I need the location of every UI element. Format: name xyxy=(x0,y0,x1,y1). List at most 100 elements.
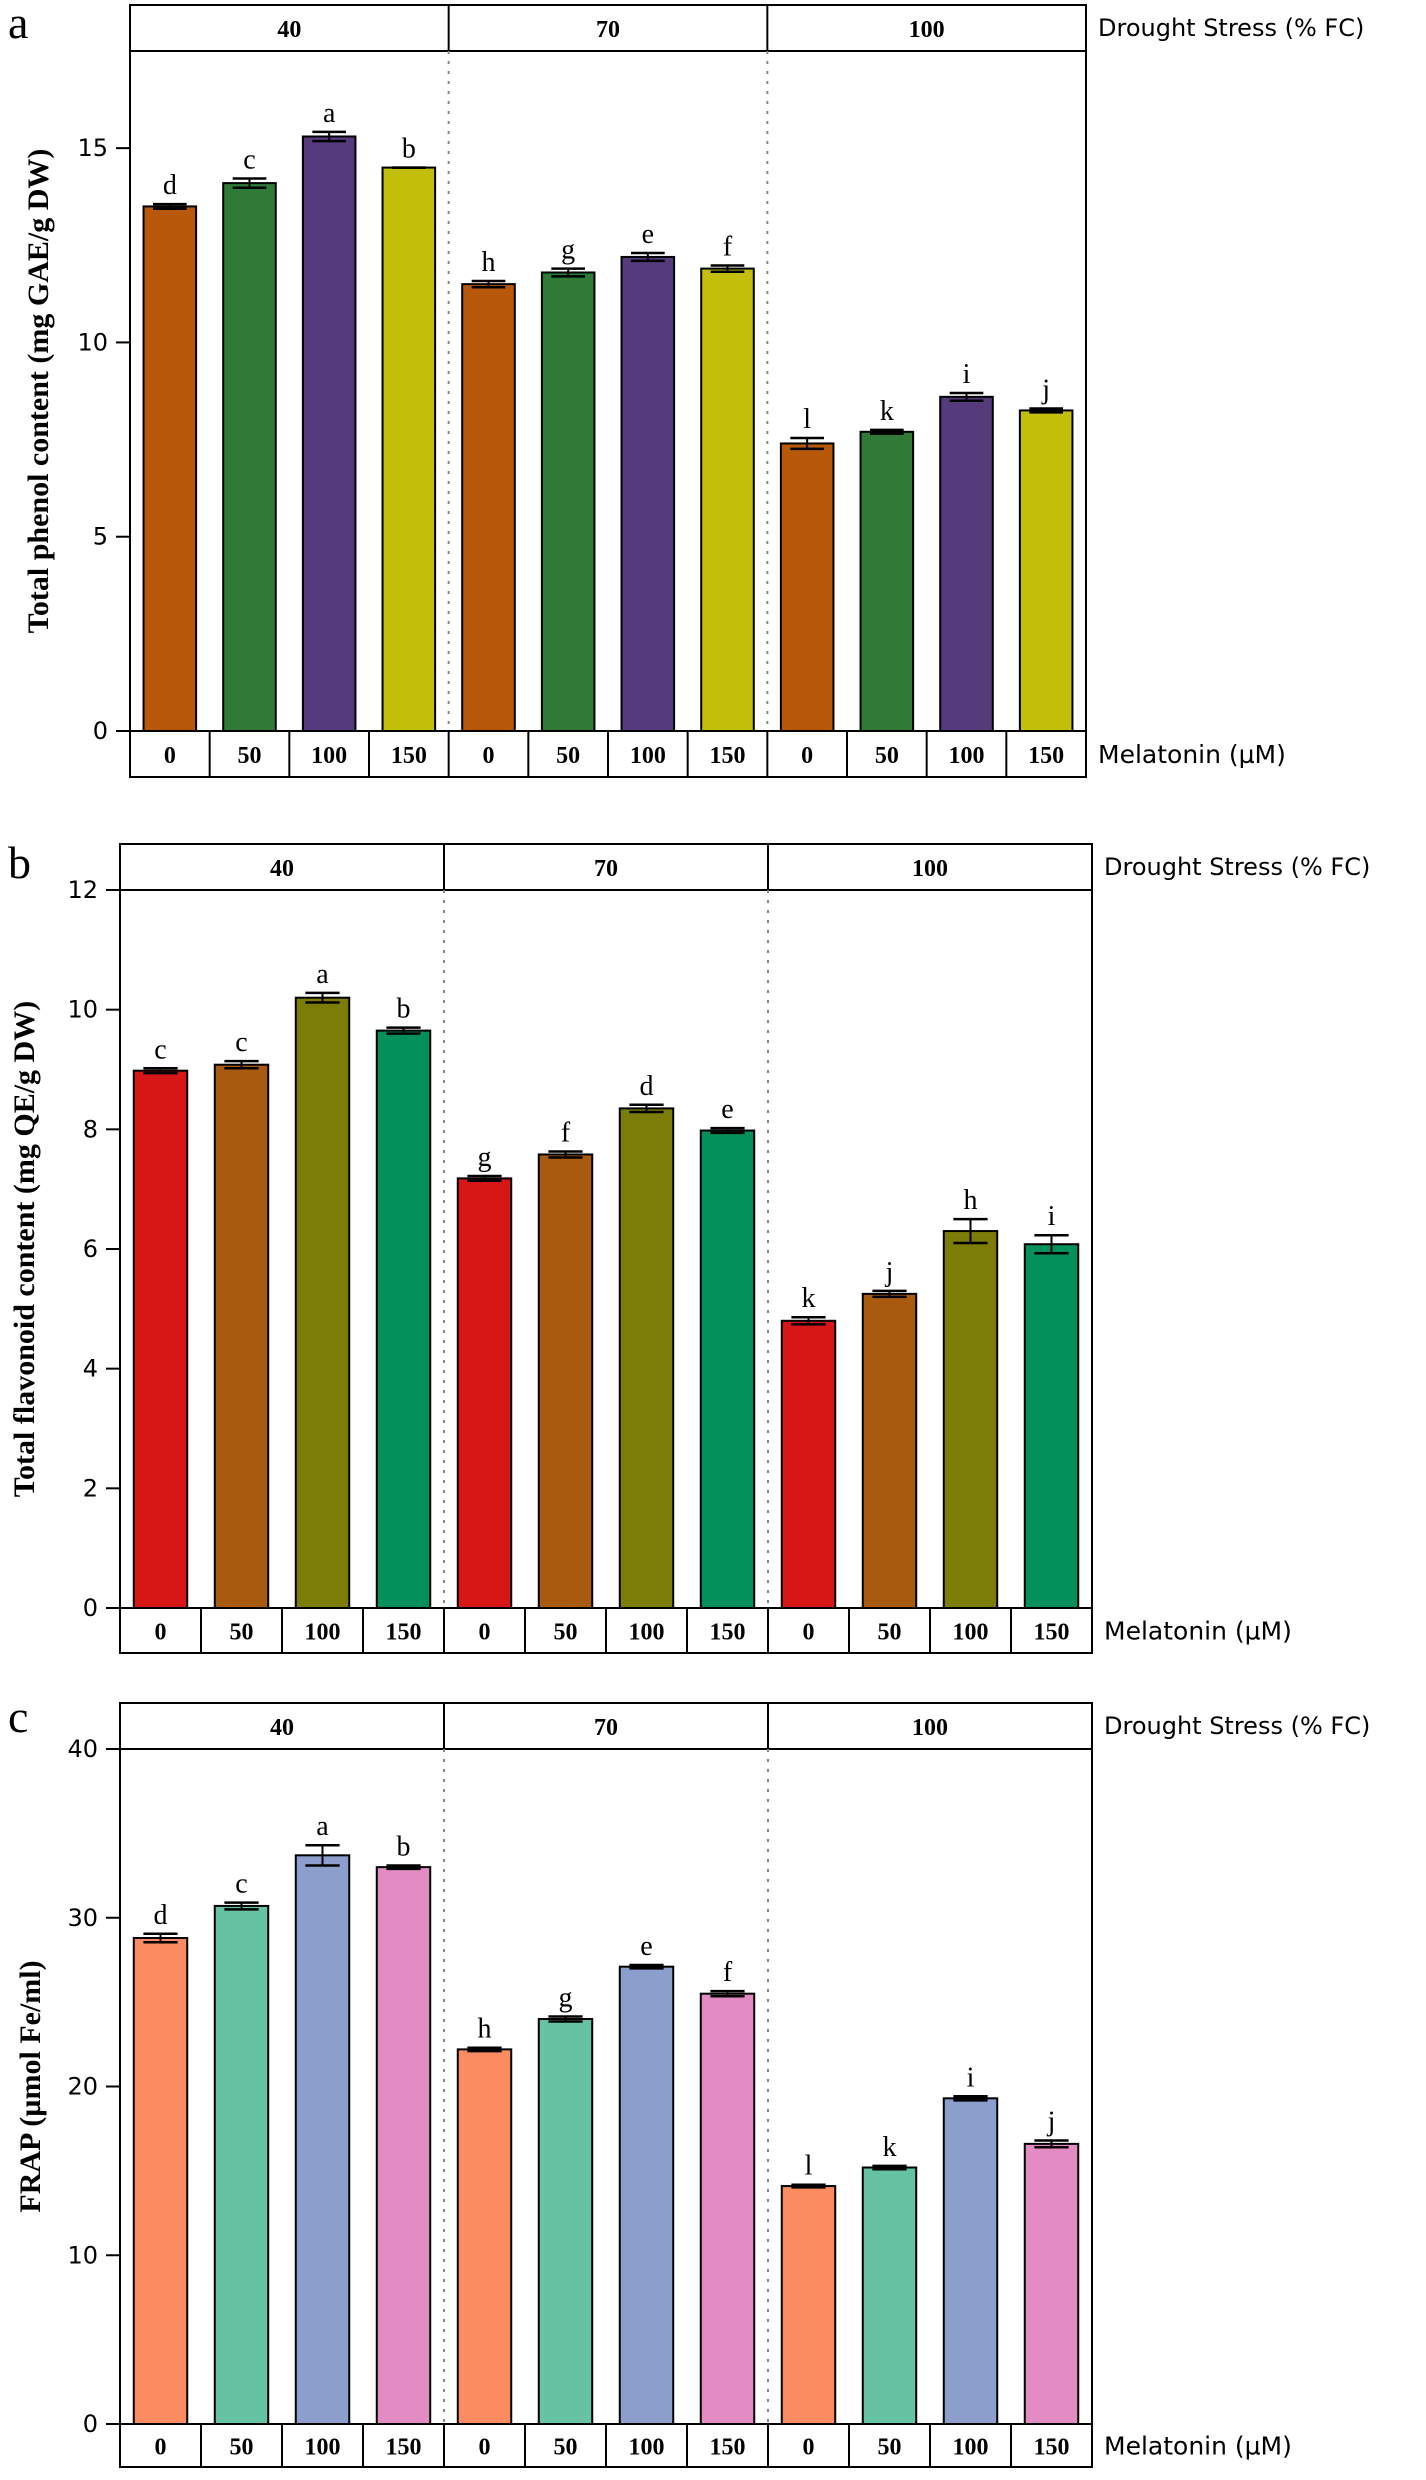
category-label: 150 xyxy=(1034,1620,1070,1646)
category-label: 150 xyxy=(1034,2435,1070,2461)
y-tick-label: 2 xyxy=(83,1474,98,1502)
category-label: 50 xyxy=(554,1620,578,1646)
bar xyxy=(537,2018,594,2425)
bar xyxy=(861,1292,918,1609)
y-axis-label: FRAP (µmol Fe/ml) xyxy=(14,1960,47,2212)
group-label: 100 xyxy=(912,856,948,882)
significance-letter: g xyxy=(478,1142,492,1173)
category-label: 100 xyxy=(305,2435,341,2461)
significance-letter: i xyxy=(1048,1201,1056,1232)
bar xyxy=(294,1854,351,2425)
y-tick-label: 12 xyxy=(67,876,98,904)
group-label: 40 xyxy=(277,17,301,43)
bar xyxy=(1023,2142,1080,2425)
category-label: 50 xyxy=(238,743,262,769)
category-label: 0 xyxy=(483,743,495,769)
bar xyxy=(620,255,676,732)
category-label: 150 xyxy=(386,2435,422,2461)
y-tick-label: 30 xyxy=(67,1904,98,1932)
category-label: 100 xyxy=(629,2435,665,2461)
bar xyxy=(456,2048,513,2425)
significance-letter: b xyxy=(397,1831,411,1862)
bar xyxy=(942,1230,999,1610)
bar xyxy=(213,1063,270,1610)
category-label: 150 xyxy=(391,743,427,769)
y-tick-label: 6 xyxy=(83,1235,98,1263)
significance-letter: a xyxy=(323,98,336,129)
bar xyxy=(939,395,994,732)
significance-letter: c xyxy=(154,1034,166,1065)
significance-letter: c xyxy=(243,144,255,175)
category-label: 50 xyxy=(556,743,580,769)
category-label: 0 xyxy=(164,743,176,769)
category-label: 100 xyxy=(305,1620,341,1646)
group-axis-label: Drought Stress (% FC) xyxy=(1104,853,1370,881)
significance-letter: e xyxy=(642,219,654,250)
bar xyxy=(618,1107,675,1610)
category-label: 50 xyxy=(230,1620,254,1646)
bar xyxy=(618,1965,675,2425)
significance-letter: c xyxy=(235,1869,247,1900)
category-label: 150 xyxy=(710,743,746,769)
significance-letter: k xyxy=(883,2132,897,2163)
bar xyxy=(142,205,198,732)
category-label: 100 xyxy=(311,743,347,769)
significance-letter: j xyxy=(885,1257,894,1288)
category-label: 0 xyxy=(479,2435,491,2461)
bar xyxy=(381,166,437,733)
significance-letter: h xyxy=(478,2014,492,2045)
category-label: 50 xyxy=(554,2435,578,2461)
bar xyxy=(301,135,357,732)
y-tick-label: 8 xyxy=(83,1115,98,1143)
significance-letter: f xyxy=(723,1957,733,1988)
group-axis-label: Drought Stress (% FC) xyxy=(1098,14,1364,42)
category-label: 100 xyxy=(949,743,985,769)
bar xyxy=(779,442,835,732)
bar xyxy=(294,996,351,1609)
y-tick-label: 15 xyxy=(77,134,108,162)
group-header-box xyxy=(119,843,1093,891)
bar xyxy=(375,1866,432,2425)
group-axis-label: Drought Stress (% FC) xyxy=(1104,1712,1370,1740)
group-label: 40 xyxy=(270,856,294,882)
group-label: 70 xyxy=(594,856,618,882)
bar xyxy=(132,1937,189,2425)
category-label: 50 xyxy=(230,2435,254,2461)
bar xyxy=(942,2097,999,2425)
bar xyxy=(132,1069,189,1609)
y-tick-label: 0 xyxy=(83,1594,98,1622)
category-label: 100 xyxy=(629,1620,665,1646)
significance-letter: d xyxy=(640,1071,654,1102)
y-tick-label: 5 xyxy=(93,523,108,551)
bar xyxy=(699,1992,756,2425)
bar xyxy=(861,2166,918,2425)
y-axis-label: Total phenol content (mg GAE/g DW) xyxy=(22,149,55,634)
significance-letter: j xyxy=(1041,374,1050,405)
bar xyxy=(699,1129,756,1610)
significance-letter: c xyxy=(235,1027,247,1058)
y-tick-label: 10 xyxy=(77,328,108,356)
category-label: 50 xyxy=(878,1620,902,1646)
bar xyxy=(456,1177,513,1609)
bar xyxy=(780,1319,837,1610)
category-label: 150 xyxy=(710,2435,746,2461)
category-label: 50 xyxy=(875,743,899,769)
category-axis-label: Melatonin (µM) xyxy=(1104,2432,1292,2461)
bar xyxy=(1023,1243,1080,1610)
y-tick-label: 20 xyxy=(67,2073,98,2101)
group-label: 70 xyxy=(594,1715,618,1741)
category-label: 100 xyxy=(953,1620,989,1646)
significance-letter: l xyxy=(803,404,811,435)
group-header-box xyxy=(129,4,1087,52)
y-tick-label: 0 xyxy=(83,2410,98,2438)
bar xyxy=(1018,409,1074,732)
category-axis-label: Melatonin (µM) xyxy=(1104,1617,1292,1646)
significance-letter: g xyxy=(561,235,575,266)
significance-letter: e xyxy=(721,1094,733,1125)
significance-letter: j xyxy=(1047,2107,1056,2138)
chart-panel-b: b 40 70 100 Drought Stress (% FC) 0 2 4 6 8 10 12 To… xyxy=(8,837,1370,1654)
y-tick-label: 0 xyxy=(93,717,108,745)
significance-letter: h xyxy=(482,247,496,278)
bar xyxy=(540,271,596,732)
category-label: 0 xyxy=(803,1620,815,1646)
